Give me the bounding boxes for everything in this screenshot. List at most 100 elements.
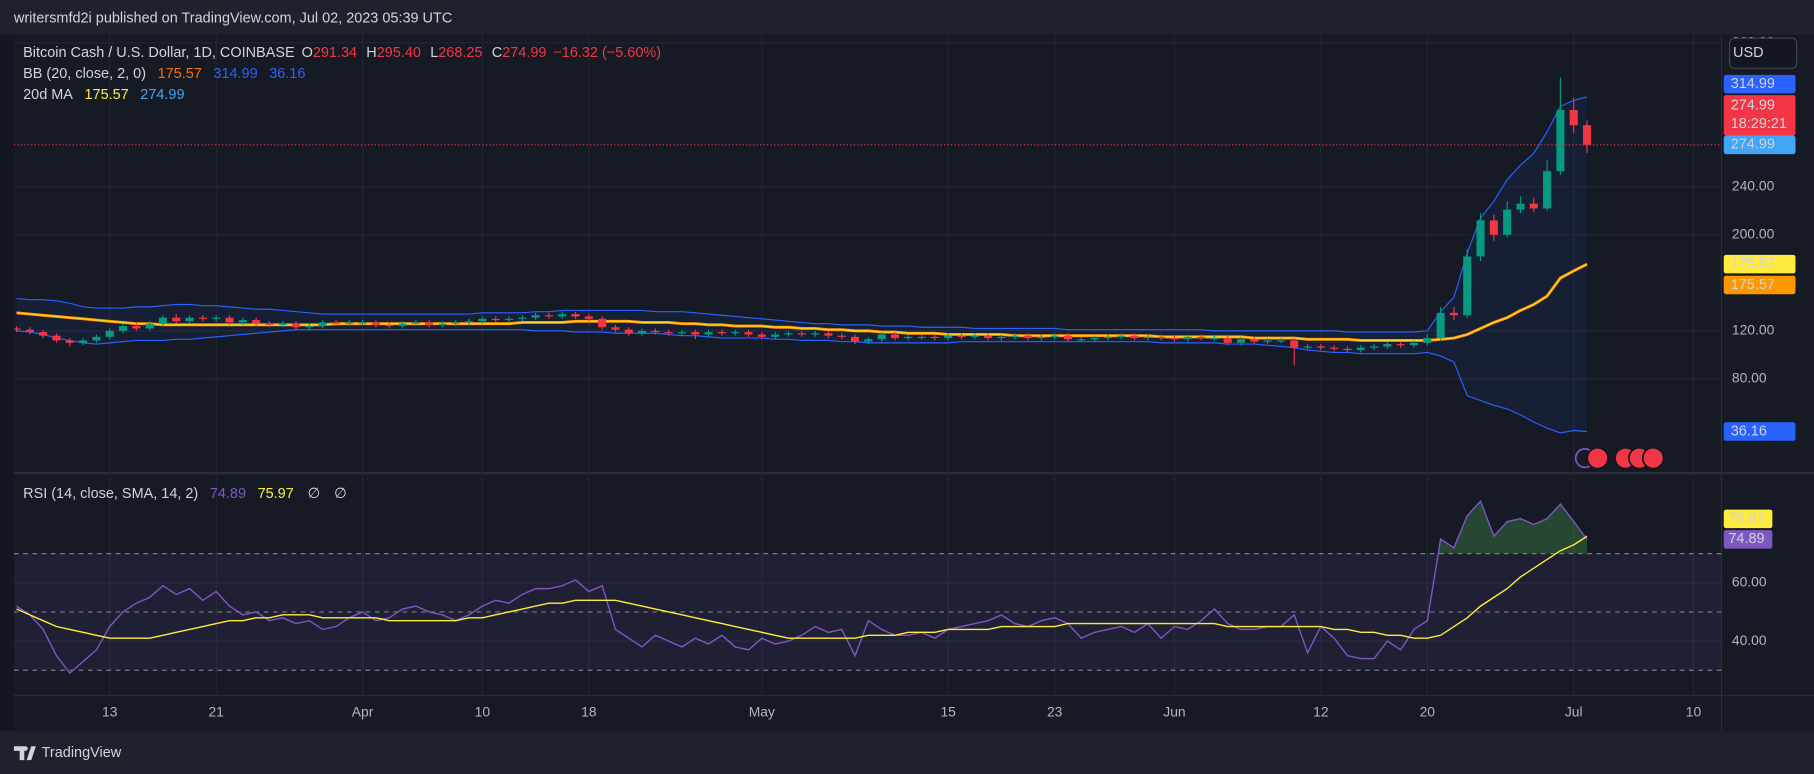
y-tick-label: 120.00 [1732,322,1775,338]
candle-body [132,326,140,328]
candle-body [1184,337,1192,339]
candle-body [225,318,233,323]
candle-body [758,334,766,336]
candle-body [1556,110,1564,171]
candle-body [332,322,340,323]
candle-body [265,324,273,325]
candle-body [997,337,1005,338]
candle-body [891,334,899,338]
logo-dot [23,746,28,751]
x-tick-label: 13 [102,703,118,719]
candle-body [1117,336,1125,337]
candle-body [305,326,313,327]
candle-body [864,339,872,341]
ohlc-key: O [302,45,313,61]
candle-body [1224,338,1232,343]
candle-body [571,314,579,316]
candle-body [1024,336,1032,338]
candle-body [545,315,553,316]
candle-body [518,318,526,319]
candle-body [1197,337,1205,338]
x-tick-label: 21 [208,703,224,719]
indicator-value: 75.97 [258,486,294,502]
candle-body [1130,336,1138,338]
x-tick-label: 15 [940,703,956,719]
candle-body [172,318,180,322]
value-badge-label: 74.89 [1728,531,1764,547]
ohlc-value: 291.34 [313,45,357,61]
candle-body [1237,339,1245,343]
candle-body [212,318,220,319]
candle-body [385,325,393,326]
candle-body [1370,346,1378,347]
candle-body [465,321,473,322]
candle-body [1290,340,1298,347]
candle-body [585,316,593,318]
value-badge-label: 75.97 [1728,511,1764,527]
candle-body [239,320,247,322]
candle-body [1037,337,1045,338]
candle-body [1170,338,1178,339]
indicator-name: BB (20, close, 2, 0) [23,66,146,82]
candle-body [984,336,992,338]
candle-body [279,324,287,325]
candle-body [1437,313,1445,338]
x-tick-label: Jul [1565,703,1583,719]
candle-body [92,337,100,341]
event-icon [1587,448,1608,469]
price-badge-label: 274.99 [1731,97,1775,113]
candle-body [1477,220,1485,256]
candle-body [971,336,979,337]
candle-body [106,331,114,337]
candle-body [771,334,779,336]
candle-body [678,332,686,333]
candle-body [1383,344,1391,346]
candle-body [1104,337,1112,338]
candle-body [918,337,926,338]
candle-body [798,333,806,334]
candle-body [611,327,619,329]
x-tick-label: Apr [352,703,374,719]
candle-body [505,319,513,320]
candle-body [26,330,34,332]
candle-body [1423,338,1431,343]
x-tick-label: 12 [1313,703,1329,719]
ohlc-key: C [492,45,502,61]
candle-body [1077,339,1085,340]
candle-body [904,337,912,338]
indicator-value: 274.99 [140,87,184,103]
candle-body [598,319,606,327]
candle-body [1463,256,1471,315]
candle-body [1317,346,1325,347]
candle-body [146,324,154,329]
candle-body [1250,339,1258,341]
indicator-value: 175.57 [158,66,202,82]
candle-body [252,320,260,324]
candle-body [957,336,965,337]
candle-body [1210,338,1218,339]
x-tick-label: 23 [1047,703,1063,719]
x-tick-label: May [749,703,775,719]
candle-body [532,315,540,317]
candle-body [744,332,752,334]
candle-body [665,332,673,333]
event-icon [1643,448,1664,469]
candle-body [1410,343,1418,345]
na-value: ∅ [334,486,347,502]
change: −16.32 (−5.60%) [553,45,661,61]
indicator-value: 314.99 [213,66,257,82]
candle-body [878,334,886,339]
price-badge-label: 36.16 [1731,423,1767,439]
y-tick-label: 200.00 [1732,226,1775,242]
candle-body [52,336,60,341]
price-badge-label: 175.57 [1731,277,1775,293]
candle-body [359,322,367,323]
candle-body [412,322,420,323]
candle-body [1051,336,1059,337]
currency[interactable]: USD [1733,45,1764,61]
ohlc-key: H [366,45,376,61]
candle-body [1264,340,1272,341]
y-tick-label: 40.00 [1732,632,1767,648]
